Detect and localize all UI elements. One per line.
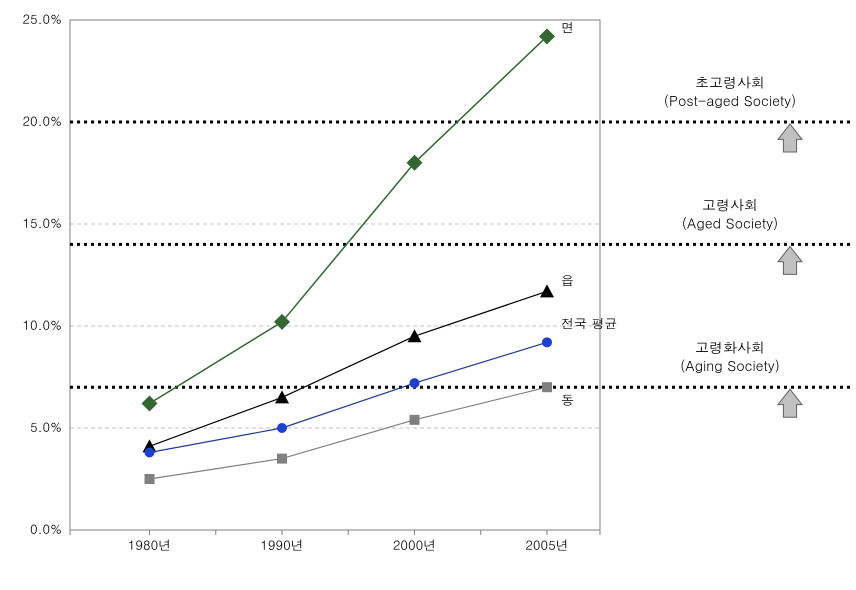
threshold-label: (Aged Society) (682, 212, 778, 232)
aging-chart: 0.0% 5.0% 10.0% 15.0% 20.0% 25.0% 1980년 1990년 20… (0, 0, 856, 590)
series-label-전국 평균: 전국 평균 (561, 313, 617, 332)
y-tick-label: 10.0% (22, 315, 62, 334)
chart-svg: 0.0% 5.0% 10.0% 15.0% 20.0% 25.0% 1980년 1990년 20… (0, 0, 856, 590)
series-label-면: 면 (561, 17, 574, 36)
y-tick-label: 0.0% (30, 519, 62, 538)
threshold-label: 초고령사회 (695, 72, 765, 92)
x-tick-label: 2005년 (525, 535, 568, 554)
series-label-읍: 읍 (561, 270, 574, 289)
threshold-label: (Aging Society) (680, 355, 780, 375)
threshold-label: (Post-aged Society) (664, 90, 797, 110)
x-tick-label: 2000년 (393, 535, 436, 554)
x-tick-label: 1990년 (260, 535, 303, 554)
threshold-label: 고령사회 (702, 194, 758, 214)
y-tick-label: 5.0% (30, 417, 62, 436)
y-tick-label: 15.0% (22, 213, 62, 232)
threshold-label: 고령화사회 (695, 337, 765, 357)
y-tick-label: 20.0% (22, 111, 62, 130)
series-label-동: 동 (561, 390, 574, 409)
y-tick-label: 25.0% (22, 9, 62, 28)
x-tick-label: 1980년 (128, 535, 171, 554)
